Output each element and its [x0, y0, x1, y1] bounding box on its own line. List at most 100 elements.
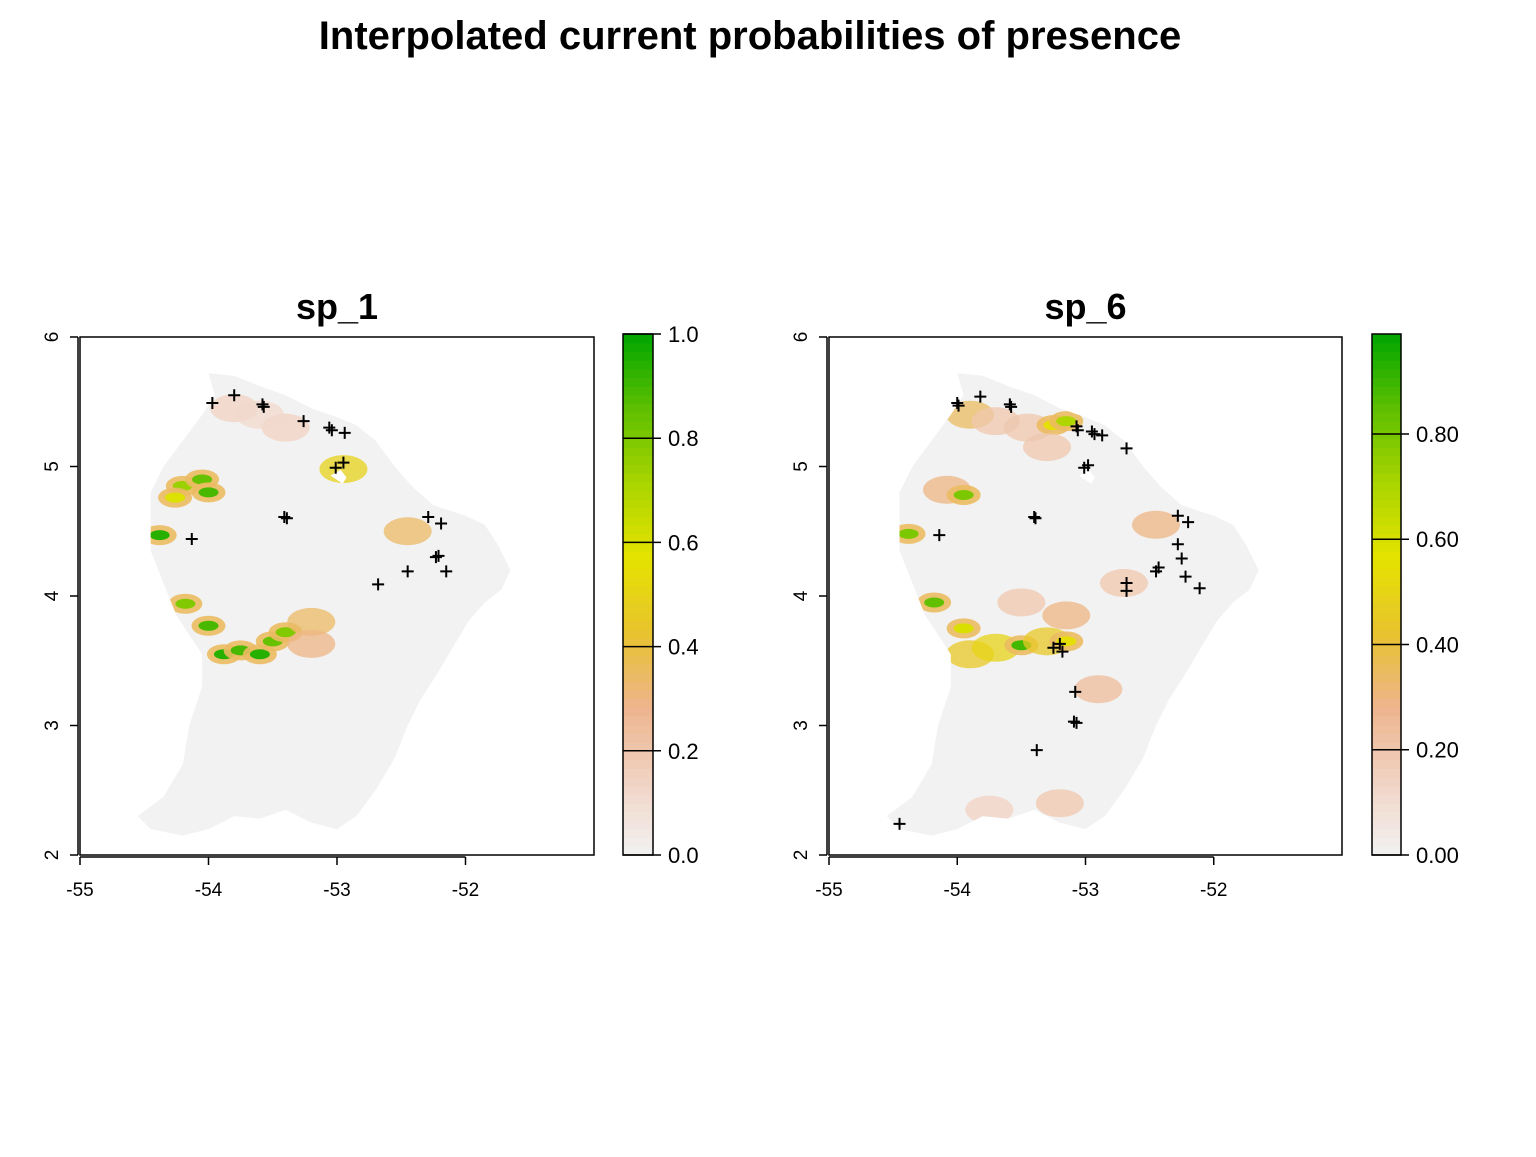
legend-swatch: [1372, 542, 1401, 552]
legend-swatch: [623, 802, 653, 813]
legend-swatch: [1372, 620, 1401, 630]
legend-swatch: [623, 603, 653, 613]
legend-swatch: [1372, 351, 1401, 361]
legend-swatch: [623, 342, 653, 352]
legend-swatch: [623, 360, 653, 370]
legend-swatch: [623, 438, 653, 448]
probability-patch: [997, 588, 1046, 617]
panel-title: sp_6: [1044, 286, 1126, 327]
x-tick-label: -52: [452, 880, 479, 901]
legend-swatch: [623, 412, 653, 422]
suitability-layer: [142, 394, 432, 665]
occurrence-point: [325, 424, 338, 437]
occurrence-point: [1120, 442, 1133, 455]
legend-swatch: [1372, 533, 1401, 543]
legend-swatch: [1372, 785, 1401, 795]
legend-swatch: [1372, 507, 1401, 517]
legend-swatch: [1372, 794, 1401, 804]
legend-swatch: [1372, 368, 1401, 379]
legend-tick-label: 1.0: [668, 322, 699, 347]
legend-swatch: [623, 672, 653, 682]
occurrence-point: [432, 549, 445, 562]
y-tick-label: 4: [42, 590, 63, 601]
legend-swatch: [1372, 525, 1401, 535]
legend-swatch: [623, 629, 653, 639]
legend-swatch: [623, 637, 653, 648]
occurrence-point: [1030, 744, 1043, 757]
occurrence-point: [1096, 429, 1109, 442]
legend-swatch: [623, 776, 653, 787]
probability-patch: [175, 598, 196, 609]
legend-swatch: [1372, 455, 1401, 465]
legend-swatch: [1372, 707, 1401, 717]
legend-swatch: [1372, 611, 1401, 622]
panel-title: sp_1: [296, 286, 378, 327]
occurrence-point: [278, 511, 291, 524]
legend-swatch: [1372, 420, 1401, 431]
legend-swatch: [623, 455, 653, 465]
probability-patch: [192, 474, 213, 485]
legend-swatch: [1372, 577, 1401, 587]
legend-swatch: [1372, 828, 1401, 839]
x-tick-label: -52: [1200, 880, 1227, 901]
occurrence-point: [951, 397, 964, 410]
occurrence-point: [1088, 428, 1101, 441]
occurrence-point: [1171, 509, 1184, 522]
legend-swatch: [1372, 386, 1401, 396]
legend-swatch: [1372, 403, 1401, 413]
occurrence-point: [337, 456, 350, 469]
legend-swatch: [1372, 377, 1401, 387]
probability-patch: [953, 489, 974, 500]
legend-swatch: [623, 377, 653, 387]
probability-patch: [198, 487, 219, 498]
legend-swatch: [1372, 742, 1401, 752]
legend-swatch: [1372, 681, 1401, 691]
legend-swatch: [623, 481, 653, 491]
legend-swatch: [623, 559, 653, 570]
legend-swatch: [623, 690, 653, 700]
occurrence-point: [185, 533, 198, 546]
legend-swatch: [1372, 394, 1401, 405]
x-tick-label: -54: [195, 880, 223, 901]
y-tick-label: 4: [791, 590, 812, 601]
legend-tick-label: 0.80: [1416, 422, 1459, 447]
occurrence-point: [1069, 685, 1082, 698]
probability-patch: [383, 517, 432, 546]
occurrence-point: [1193, 582, 1206, 595]
y-tick-label: 5: [42, 461, 63, 472]
legend-swatch: [623, 542, 653, 552]
x-tick-label: -55: [66, 880, 93, 901]
x-tick-label: -53: [323, 880, 350, 901]
legend-swatch: [1372, 629, 1401, 639]
probability-patch: [1023, 433, 1072, 462]
occurrence-point: [1175, 552, 1188, 565]
occurrence-point: [1179, 570, 1192, 583]
occurrence-point: [1003, 398, 1016, 411]
x-tick-label: -55: [815, 880, 842, 901]
y-tick-label: 3: [791, 720, 812, 731]
occurrence-point: [422, 511, 435, 524]
legend-swatch: [623, 742, 653, 752]
probability-patch: [287, 629, 336, 658]
y-tick-label: 6: [42, 332, 63, 343]
occurrence-point: [329, 461, 342, 474]
legend-swatch: [623, 551, 653, 561]
probability-patch: [1042, 601, 1091, 630]
legend-swatch: [623, 472, 653, 483]
main-title: Interpolated current probabilities of pr…: [318, 14, 1182, 58]
legend-swatch: [1372, 637, 1401, 648]
legend-swatch: [1372, 594, 1401, 604]
probability-patch: [1056, 416, 1077, 427]
occurrence-point: [338, 426, 351, 439]
legend-swatch: [1372, 464, 1401, 474]
x-tick-label: -53: [1072, 880, 1099, 901]
legend-swatch: [623, 698, 653, 708]
occurrence-point: [1053, 637, 1066, 650]
occurrence-point: [1056, 645, 1069, 658]
legend-swatch: [1372, 690, 1401, 700]
legend-swatch: [1372, 672, 1401, 682]
legend-swatch: [1372, 776, 1401, 787]
occurrence-point: [323, 421, 336, 434]
legend-swatch: [623, 733, 653, 743]
plot-frame: [79, 336, 595, 856]
